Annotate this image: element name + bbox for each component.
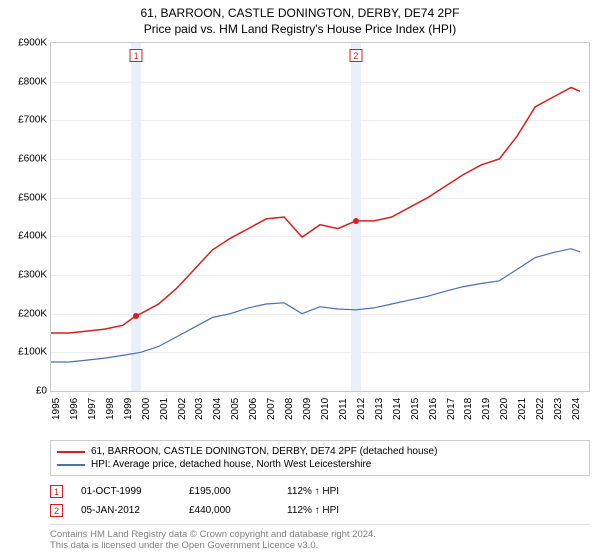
x-axis-label: 2017 [446, 398, 457, 420]
series-hpi [51, 249, 580, 362]
legend-label: HPI: Average price, detached house, Nort… [91, 459, 371, 470]
y-axis-label: £0 [3, 386, 47, 397]
x-axis-label: 2018 [463, 398, 474, 420]
x-axis-label: 2019 [481, 398, 492, 420]
event-price: £440,000 [189, 505, 269, 516]
legend-label: 61, BARROON, CASTLE DONINGTON, DERBY, DE… [91, 446, 437, 457]
x-axis-label: 2012 [356, 398, 367, 420]
x-axis-label: 2007 [266, 398, 277, 420]
title-address: 61, BARROON, CASTLE DONINGTON, DERBY, DE… [0, 6, 600, 20]
x-axis-label: 2000 [141, 398, 152, 420]
event-badge: 2 [50, 504, 63, 517]
chart-area: £0£100K£200K£300K£400K£500K£600K£700K£80… [50, 42, 590, 392]
line-series-svg [51, 43, 589, 391]
x-axis-label: 2010 [320, 398, 331, 420]
x-axis-label: 1996 [69, 398, 80, 420]
x-axis-label: 2001 [159, 398, 170, 420]
x-axis-label: 1995 [51, 398, 62, 420]
x-axis-label: 1997 [87, 398, 98, 420]
event-date: 05-JAN-2012 [81, 505, 171, 516]
x-axis-label: 2011 [338, 398, 349, 420]
x-axis-label: 2016 [428, 398, 439, 420]
x-axis-label: 2023 [553, 398, 564, 420]
x-axis-label: 1999 [123, 398, 134, 420]
y-axis-label: £300K [3, 270, 47, 281]
x-axis-label: 2002 [177, 398, 188, 420]
event-row: 2 05-JAN-2012 £440,000 112% ↑ HPI [50, 501, 590, 520]
plot-area: £0£100K£200K£300K£400K£500K£600K£700K£80… [51, 43, 589, 391]
x-axis-label: 2006 [248, 398, 259, 420]
marker-dot [133, 313, 139, 319]
legend-swatch [57, 451, 85, 453]
series-property [51, 88, 580, 334]
x-axis-label: 2015 [410, 398, 421, 420]
title-subtitle: Price paid vs. HM Land Registry's House … [0, 22, 600, 36]
marker-badge: 1 [130, 49, 143, 62]
x-axis-label: 2008 [284, 398, 295, 420]
marker-dot [353, 218, 359, 224]
x-axis-label: 2005 [230, 398, 241, 420]
event-pct: 112% ↑ HPI [287, 505, 339, 516]
x-axis-label: 2021 [517, 398, 528, 420]
event-badge: 1 [50, 485, 63, 498]
x-axis-label: 2004 [212, 398, 223, 420]
y-axis-label: £900K [3, 38, 47, 49]
marker-badge: 2 [349, 49, 362, 62]
x-axis-label: 2024 [571, 398, 582, 420]
event-table: 1 01-OCT-1999 £195,000 112% ↑ HPI 2 05-JAN-20… [50, 482, 590, 520]
x-axis-label: 2014 [392, 398, 403, 420]
y-axis-label: £400K [3, 231, 47, 242]
legend-item: HPI: Average price, detached house, Nort… [57, 458, 583, 471]
footer-line2: This data is licensed under the Open Gov… [50, 540, 590, 551]
legend-item: 61, BARROON, CASTLE DONINGTON, DERBY, DE… [57, 445, 583, 458]
y-axis-label: £700K [3, 115, 47, 126]
event-date: 01-OCT-1999 [81, 486, 171, 497]
legend-swatch [57, 464, 85, 466]
y-axis-label: £500K [3, 192, 47, 203]
x-axis-label: 2022 [535, 398, 546, 420]
x-axis-label: 2013 [374, 398, 385, 420]
footer: Contains HM Land Registry data © Crown c… [50, 529, 590, 551]
event-price: £195,000 [189, 486, 269, 497]
legend: 61, BARROON, CASTLE DONINGTON, DERBY, DE… [50, 440, 590, 476]
y-axis-label: £600K [3, 154, 47, 165]
event-pct: 112% ↑ HPI [287, 486, 339, 497]
footer-line1: Contains HM Land Registry data © Crown c… [50, 529, 590, 540]
y-axis-label: £100K [3, 347, 47, 358]
y-axis-label: £200K [3, 308, 47, 319]
x-axis-label: 2020 [499, 398, 510, 420]
divider [50, 524, 590, 525]
x-axis-label: 1998 [105, 398, 116, 420]
event-row: 1 01-OCT-1999 £195,000 112% ↑ HPI [50, 482, 590, 501]
x-axis-label: 2003 [194, 398, 205, 420]
y-axis-label: £800K [3, 76, 47, 87]
x-axis-label: 2009 [302, 398, 313, 420]
chart-title-block: 61, BARROON, CASTLE DONINGTON, DERBY, DE… [0, 0, 600, 36]
